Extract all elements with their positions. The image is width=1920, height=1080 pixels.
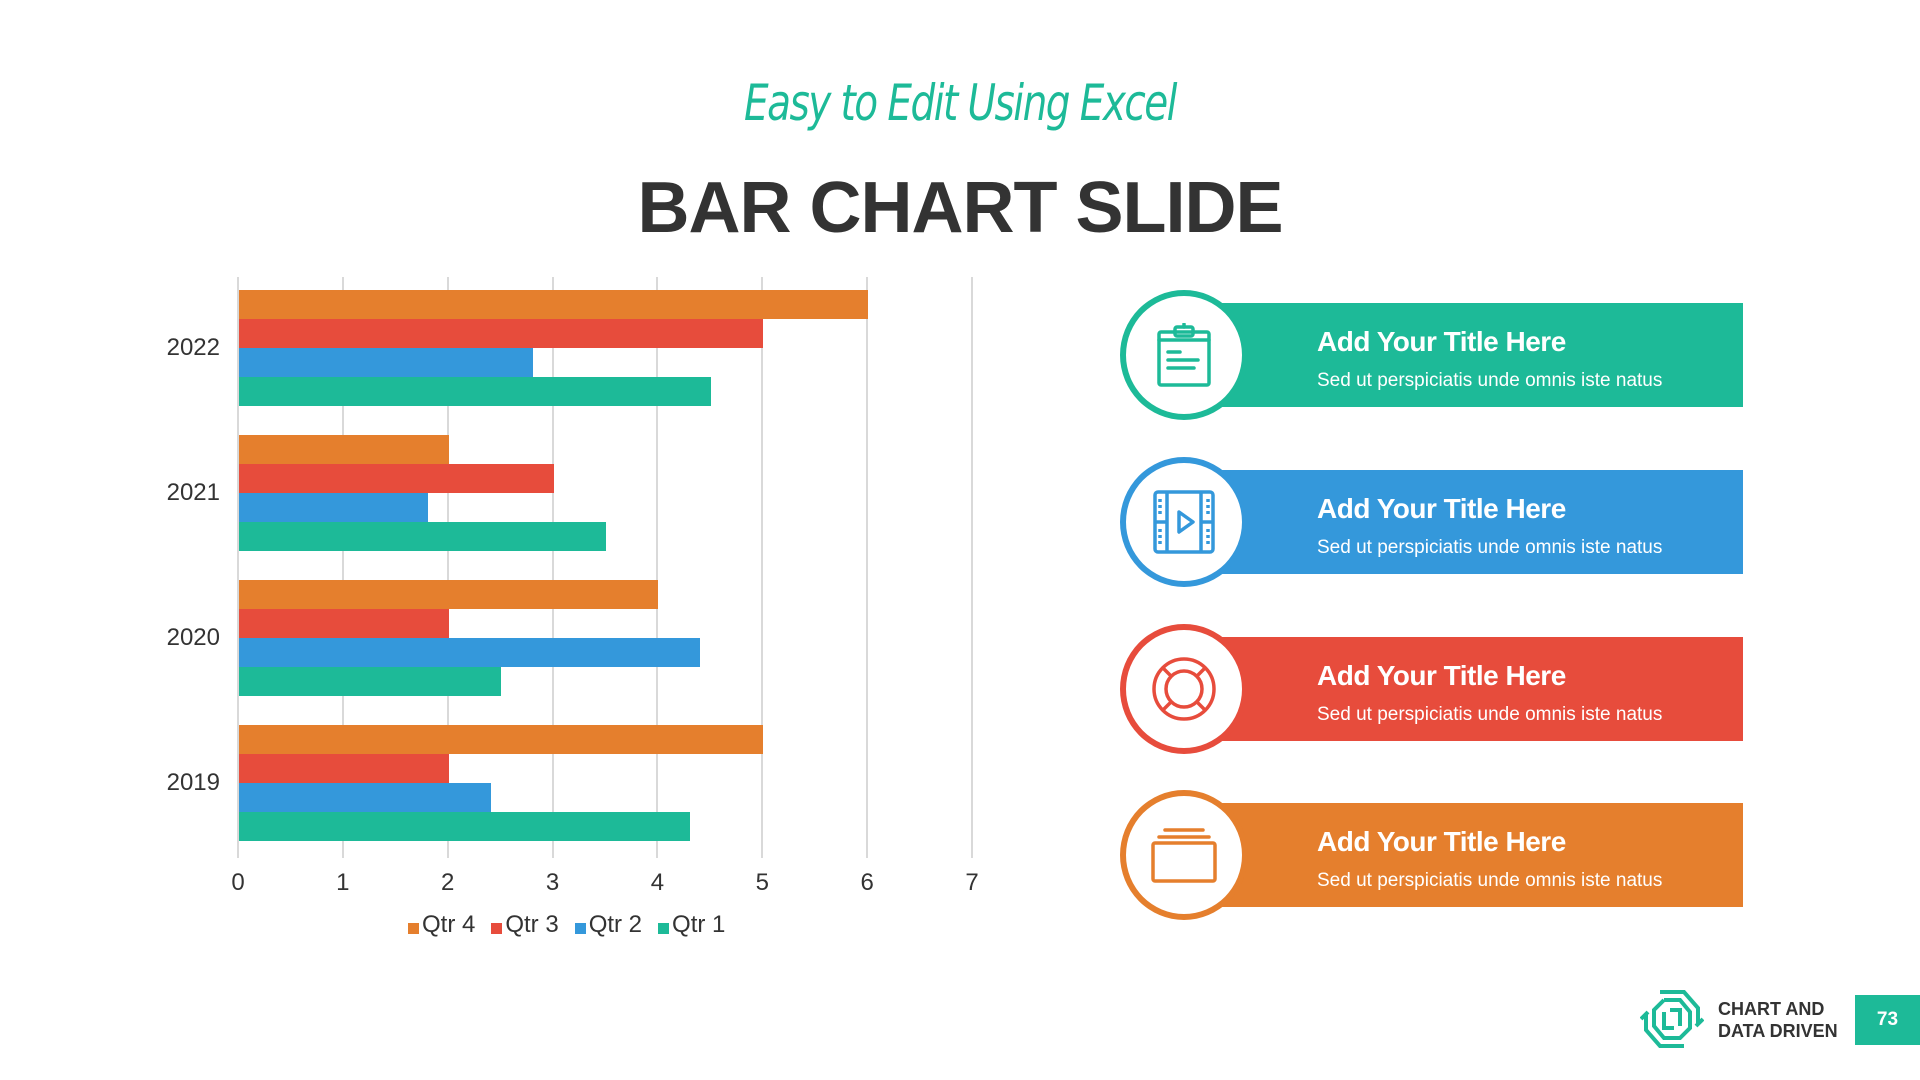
- brand-name: CHART AND DATA DRIVEN: [1718, 998, 1838, 1042]
- info-card-3: Add Your Title Here Sed ut perspiciatis …: [1120, 624, 1743, 758]
- gridline: [446, 277, 449, 858]
- gridline: [971, 277, 973, 858]
- bar-2020-qtr1: [239, 667, 502, 697]
- x-tick-label: 6: [860, 869, 874, 896]
- gridline: [761, 277, 764, 858]
- y-category-label: 2022: [166, 333, 220, 361]
- bar-2021-qtr4: [239, 434, 449, 464]
- legend-swatch: [574, 922, 586, 934]
- legend-label: Qtr 1: [672, 911, 726, 938]
- slide-subtitle: Easy to Edit Using Excel: [744, 74, 1177, 132]
- info-card-2: Add Your Title Here Sed ut perspiciatis …: [1120, 457, 1743, 591]
- gridline: [656, 277, 659, 858]
- info-card-4: Add Your Title Here Sed ut perspiciatis …: [1120, 790, 1743, 924]
- card-bar: [1220, 470, 1743, 574]
- gridline: [866, 277, 869, 858]
- x-tick-label: 7: [965, 869, 979, 896]
- card-bar: [1220, 803, 1743, 907]
- gridline: [341, 277, 344, 858]
- legend-swatch: [658, 922, 670, 934]
- y-category-label: 2021: [166, 478, 220, 506]
- info-card-1: Add Your Title Here Sed ut perspiciatis …: [1120, 290, 1743, 424]
- clipboard-icon: [1157, 323, 1211, 387]
- legend-item: Qtr 3: [491, 911, 559, 939]
- x-tick-label: 1: [336, 869, 350, 896]
- card-text: Sed ut perspiciatis unde omnis iste natu…: [1317, 870, 1663, 891]
- card-title: Add Your Title Here: [1317, 660, 1566, 691]
- plot-area: [237, 277, 973, 858]
- x-tick-label: 0: [231, 869, 245, 896]
- brand-logo-icon: [1640, 990, 1704, 1048]
- brand-line-1: CHART AND: [1718, 999, 1825, 1019]
- bar-2022-qtr3: [239, 318, 764, 348]
- legend-label: Qtr 3: [505, 911, 559, 938]
- brand-line-2: DATA DRIVEN: [1718, 1021, 1838, 1041]
- card-title: Add Your Title Here: [1317, 826, 1566, 857]
- card-icon-circle: [1120, 624, 1248, 754]
- card-icon-circle: [1120, 290, 1248, 420]
- legend-label: Qtr 4: [422, 911, 476, 938]
- bar-2022-qtr2: [239, 347, 533, 377]
- bar-2019-qtr3: [239, 754, 449, 784]
- x-tick-label: 4: [650, 869, 665, 896]
- lifebuoy-icon: [1152, 657, 1216, 721]
- x-tick-label: 3: [545, 869, 560, 896]
- card-text: Sed ut perspiciatis unde omnis iste natu…: [1317, 370, 1663, 391]
- bar-2019-qtr4: [239, 725, 764, 755]
- card-icon-circle: [1120, 457, 1248, 587]
- legend-item: Qtr 1: [658, 911, 725, 939]
- x-tick-label: 5: [755, 869, 769, 896]
- legend-item: Qtr 2: [574, 911, 643, 939]
- folder-stack-icon: [1151, 828, 1217, 883]
- video-film-icon: [1153, 490, 1215, 554]
- bar-2020-qtr3: [239, 609, 449, 639]
- legend-swatch: [491, 922, 503, 934]
- bar-2021-qtr2: [239, 492, 428, 522]
- card-text: Sed ut perspiciatis unde omnis iste natu…: [1317, 537, 1663, 558]
- bar-2019-qtr1: [239, 812, 690, 842]
- bar-2022-qtr1: [239, 376, 711, 406]
- chart-legend: Qtr 4 Qtr 3 Qtr 2 Qtr 1: [408, 909, 725, 941]
- card-icon-circle: [1120, 790, 1248, 920]
- legend-swatch: [408, 922, 419, 934]
- card-text: Sed ut perspiciatis unde omnis iste natu…: [1317, 704, 1663, 725]
- gridline: [237, 277, 239, 858]
- card-bar: [1220, 303, 1743, 407]
- bar-2022-qtr4: [239, 289, 869, 319]
- page-title: BAR CHART SLIDE: [637, 168, 1284, 248]
- gridline: [551, 277, 554, 858]
- bar-2021-qtr1: [239, 521, 606, 551]
- x-tick-label: 2: [441, 869, 455, 896]
- y-category-label: 2020: [166, 624, 220, 652]
- bar-2019-qtr2: [239, 783, 491, 813]
- card-bar: [1220, 637, 1743, 741]
- bar-2020-qtr2: [239, 638, 701, 668]
- bar-2021-qtr3: [239, 463, 554, 493]
- legend-item: Qtr 4: [408, 911, 475, 939]
- page-number: 73: [1855, 995, 1920, 1045]
- card-title: Add Your Title Here: [1317, 326, 1566, 357]
- bar-2020-qtr4: [239, 580, 659, 610]
- legend-label: Qtr 2: [588, 911, 643, 938]
- card-title: Add Your Title Here: [1317, 493, 1566, 524]
- y-category-label: 2019: [166, 769, 220, 797]
